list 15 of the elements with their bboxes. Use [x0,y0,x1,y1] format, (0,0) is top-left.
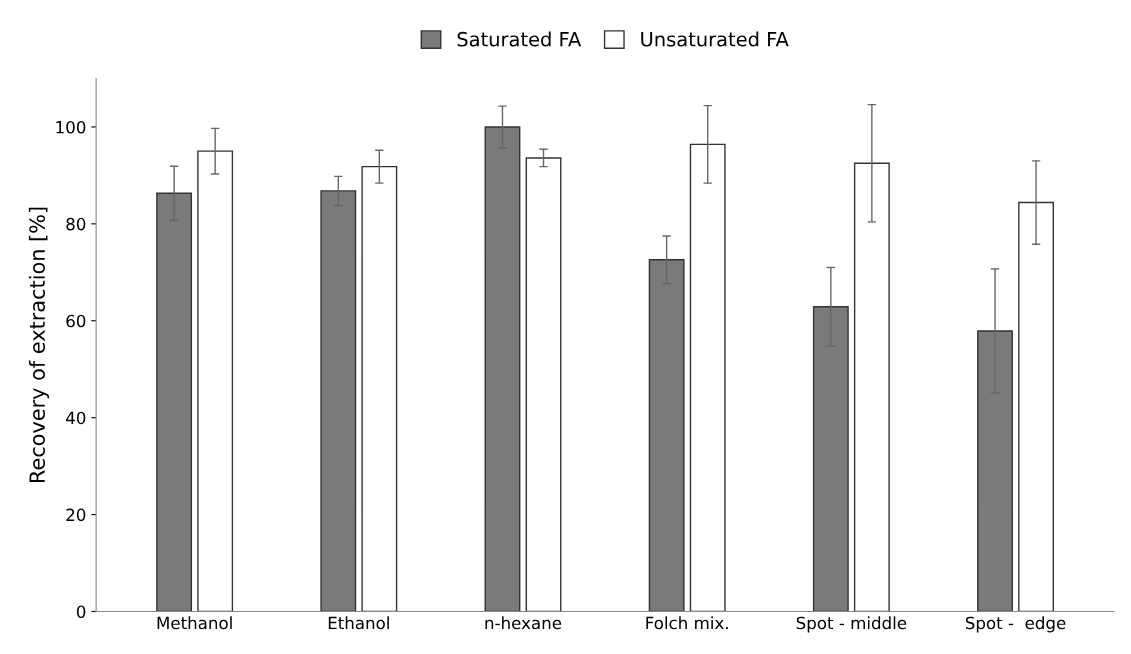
legend-label: Saturated FA [457,31,582,47]
x-tick-label: Methanol [157,616,232,630]
y-tick-label: 20 [66,508,86,522]
y-tick-label: 60 [66,314,86,328]
x-tick-label: Spot - edge [965,616,1066,633]
legend-label: Unsaturated FA [641,31,789,47]
y-axis-title: Recovery of extraction [%] [28,207,50,483]
x-tick-label: n-hexane [485,616,562,630]
x-tick-label: Spot - middle [796,616,907,633]
y-tick-label: 80 [66,217,86,231]
x-tick-label: Folch mix. [646,616,728,630]
x-tick-label: Ethanol [328,616,389,630]
y-tick-label: 40 [66,411,86,425]
y-tick-label: 0 [76,605,86,619]
y-tick-label: 100 [56,120,86,134]
